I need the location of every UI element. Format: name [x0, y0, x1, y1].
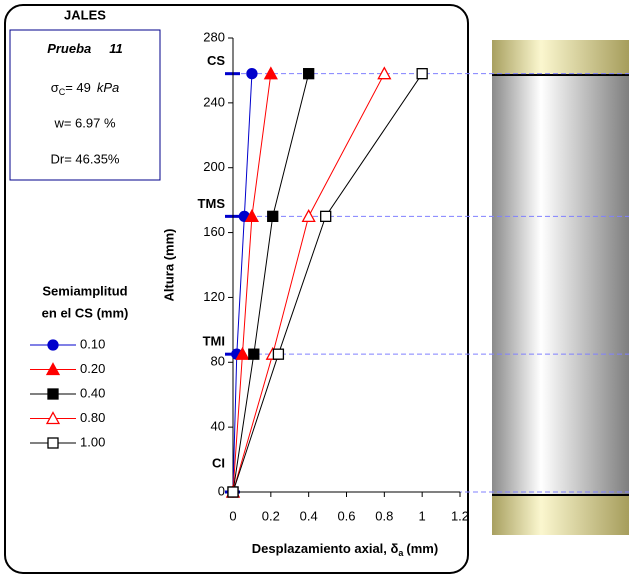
- data-point: [267, 210, 279, 223]
- info-box: [9, 29, 161, 181]
- data-point: [416, 68, 428, 80]
- y-tick-label: 80: [211, 354, 225, 369]
- data-point: [377, 66, 392, 80]
- data-point: [244, 208, 260, 223]
- info-test: Prueba 11: [47, 41, 123, 56]
- y-tick-label: 160: [203, 224, 225, 239]
- data-point: [301, 208, 316, 223]
- info-dr: Dr= 46.35%: [50, 151, 119, 166]
- y-tick-label: 0: [218, 483, 225, 498]
- frame: [4, 4, 469, 574]
- series-line: [232, 73, 423, 493]
- series-line: [232, 73, 272, 493]
- x-tick-label: 1: [419, 508, 426, 523]
- legend-label: 0.10: [80, 336, 105, 351]
- level-label: CS: [207, 53, 225, 68]
- info-w: w= 6.97 %: [53, 115, 116, 130]
- x-tick-label: 0.6: [337, 508, 355, 523]
- legend-marker: [45, 411, 61, 425]
- title: JALES: [64, 7, 106, 22]
- level-label: CI: [212, 455, 225, 470]
- data-point: [246, 68, 258, 80]
- data-point: [320, 210, 332, 223]
- cylinder: [492, 40, 629, 535]
- legend-title: en el CS (mm): [42, 305, 129, 320]
- level-label: TMS: [198, 196, 226, 211]
- legend-title: Semiamplitud: [42, 283, 127, 298]
- x-tick-label: 0: [229, 508, 236, 523]
- legend-marker: [47, 388, 59, 400]
- data-point: [303, 68, 315, 80]
- legend-label: 0.20: [80, 361, 105, 376]
- x-tick-label: 0.4: [300, 508, 318, 523]
- legend-label: 0.80: [80, 410, 105, 425]
- y-tick-label: 200: [203, 159, 225, 174]
- legend-marker: [47, 339, 59, 351]
- y-tick-label: 120: [203, 289, 225, 304]
- data-point: [248, 348, 260, 360]
- legend-label: 0.40: [80, 385, 105, 400]
- y-tick-label: 240: [203, 94, 225, 109]
- y-tick-label: 280: [203, 29, 225, 44]
- level-label: TMI: [203, 334, 225, 349]
- series-line: [232, 73, 385, 493]
- x-tick-label: 1.2: [451, 508, 469, 523]
- series-line: [232, 73, 253, 493]
- legend-marker: [45, 362, 61, 376]
- y-tick-label: 40: [211, 419, 225, 434]
- data-point: [263, 66, 278, 80]
- y-axis-label: Altura (mm): [161, 229, 176, 302]
- data-point: [235, 346, 250, 360]
- legend-label: 1.00: [80, 434, 105, 449]
- x-axis-label: Desplazamiento axial, δa (mm): [252, 541, 438, 558]
- series-line: [232, 73, 310, 493]
- x-tick-label: 0.2: [262, 508, 280, 523]
- data-point: [272, 348, 285, 360]
- legend-marker: [47, 437, 59, 449]
- data-point: [227, 486, 239, 498]
- info-sigma: σC= 49 kPa: [51, 80, 120, 97]
- x-tick-label: 0.8: [375, 508, 393, 523]
